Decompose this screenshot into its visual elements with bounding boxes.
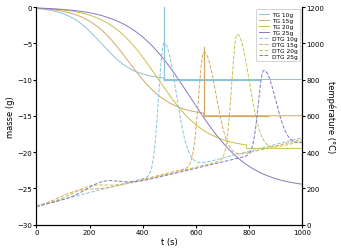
DTG 25g: [34, 205, 39, 208]
DTG 25g: [300, 141, 304, 144]
DTG 20g: [244, 60, 248, 63]
TG 10g: [34, 8, 39, 11]
DTG 20g: [157, 175, 161, 178]
TG 20g: [244, 147, 249, 150]
TG 15g: [293, 115, 297, 118]
TG 15g: [48, 9, 52, 12]
TG 20g: [48, 8, 52, 11]
TG 15g: [300, 115, 304, 118]
Y-axis label: masse (g): masse (g): [5, 96, 15, 137]
DTG 15g: [293, 140, 297, 143]
TG 10g: [48, 10, 52, 13]
TG 25g: [48, 8, 52, 11]
DTG 10g: [244, 151, 248, 154]
DTG 25g: [48, 202, 52, 205]
TG 20g: [293, 147, 297, 150]
DTG 10g: [162, 43, 166, 46]
DTG 15g: [293, 140, 297, 143]
Legend: TG 10g, TG 15g, TG 20g, TG 25g, DTG 10g, DTG 15g, DTG 20g, DTG 25g: TG 10g, TG 15g, TG 20g, TG 25g, DTG 10g,…: [256, 10, 300, 62]
DTG 15g: [157, 174, 161, 177]
DTG 10g: [293, 138, 297, 141]
DTG 15g: [244, 152, 248, 155]
TG 10g: [244, 79, 248, 82]
TG 15g: [244, 115, 248, 118]
TG 25g: [164, 61, 168, 64]
TG 20g: [300, 147, 304, 150]
DTG 15g: [300, 138, 304, 141]
TG 15g: [202, 115, 206, 118]
DTG 20g: [34, 205, 39, 208]
DTG 25g: [293, 141, 297, 144]
TG 25g: [34, 8, 39, 11]
Line: TG 15g: TG 15g: [36, 9, 302, 116]
TG 25g: [243, 163, 248, 166]
DTG 10g: [293, 138, 297, 141]
TG 10g: [162, 79, 166, 82]
TG 10g: [300, 79, 304, 82]
DTG 15g: [164, 173, 168, 176]
TG 15g: [164, 100, 168, 103]
TG 20g: [293, 147, 297, 150]
Line: TG 25g: TG 25g: [36, 9, 302, 184]
Line: DTG 25g: DTG 25g: [36, 71, 302, 207]
TG 10g: [164, 79, 168, 82]
DTG 20g: [235, 34, 239, 37]
TG 25g: [300, 183, 304, 186]
TG 20g: [164, 89, 168, 92]
TG 10g: [157, 77, 161, 80]
TG 25g: [157, 52, 161, 55]
Line: TG 20g: TG 20g: [36, 9, 302, 149]
DTG 20g: [48, 201, 52, 204]
Y-axis label: température (°C): température (°C): [326, 80, 336, 152]
DTG 15g: [202, 52, 206, 55]
TG 10g: [293, 79, 297, 82]
DTG 25g: [293, 141, 297, 144]
TG 15g: [293, 115, 297, 118]
DTG 25g: [157, 176, 161, 179]
DTG 15g: [34, 205, 39, 208]
DTG 25g: [243, 155, 248, 158]
DTG 10g: [164, 44, 168, 47]
DTG 20g: [293, 142, 297, 145]
Line: TG 10g: TG 10g: [36, 10, 302, 80]
DTG 10g: [300, 137, 304, 140]
DTG 25g: [164, 174, 168, 177]
DTG 20g: [293, 142, 297, 145]
DTG 10g: [48, 202, 52, 205]
DTG 20g: [164, 173, 168, 176]
Line: DTG 10g: DTG 10g: [36, 44, 302, 207]
DTG 25g: [262, 70, 266, 73]
Line: DTG 20g: DTG 20g: [36, 35, 302, 207]
TG 20g: [157, 79, 161, 82]
TG 25g: [292, 182, 296, 185]
DTG 20g: [300, 140, 304, 143]
DTG 10g: [157, 96, 161, 99]
DTG 10g: [34, 205, 39, 208]
TG 15g: [157, 94, 161, 98]
TG 20g: [243, 144, 248, 147]
TG 10g: [293, 79, 297, 82]
X-axis label: t (s): t (s): [161, 237, 178, 246]
TG 20g: [34, 8, 39, 11]
TG 25g: [293, 182, 297, 185]
DTG 15g: [48, 200, 52, 203]
Line: DTG 15g: DTG 15g: [36, 53, 302, 206]
TG 15g: [34, 8, 39, 11]
